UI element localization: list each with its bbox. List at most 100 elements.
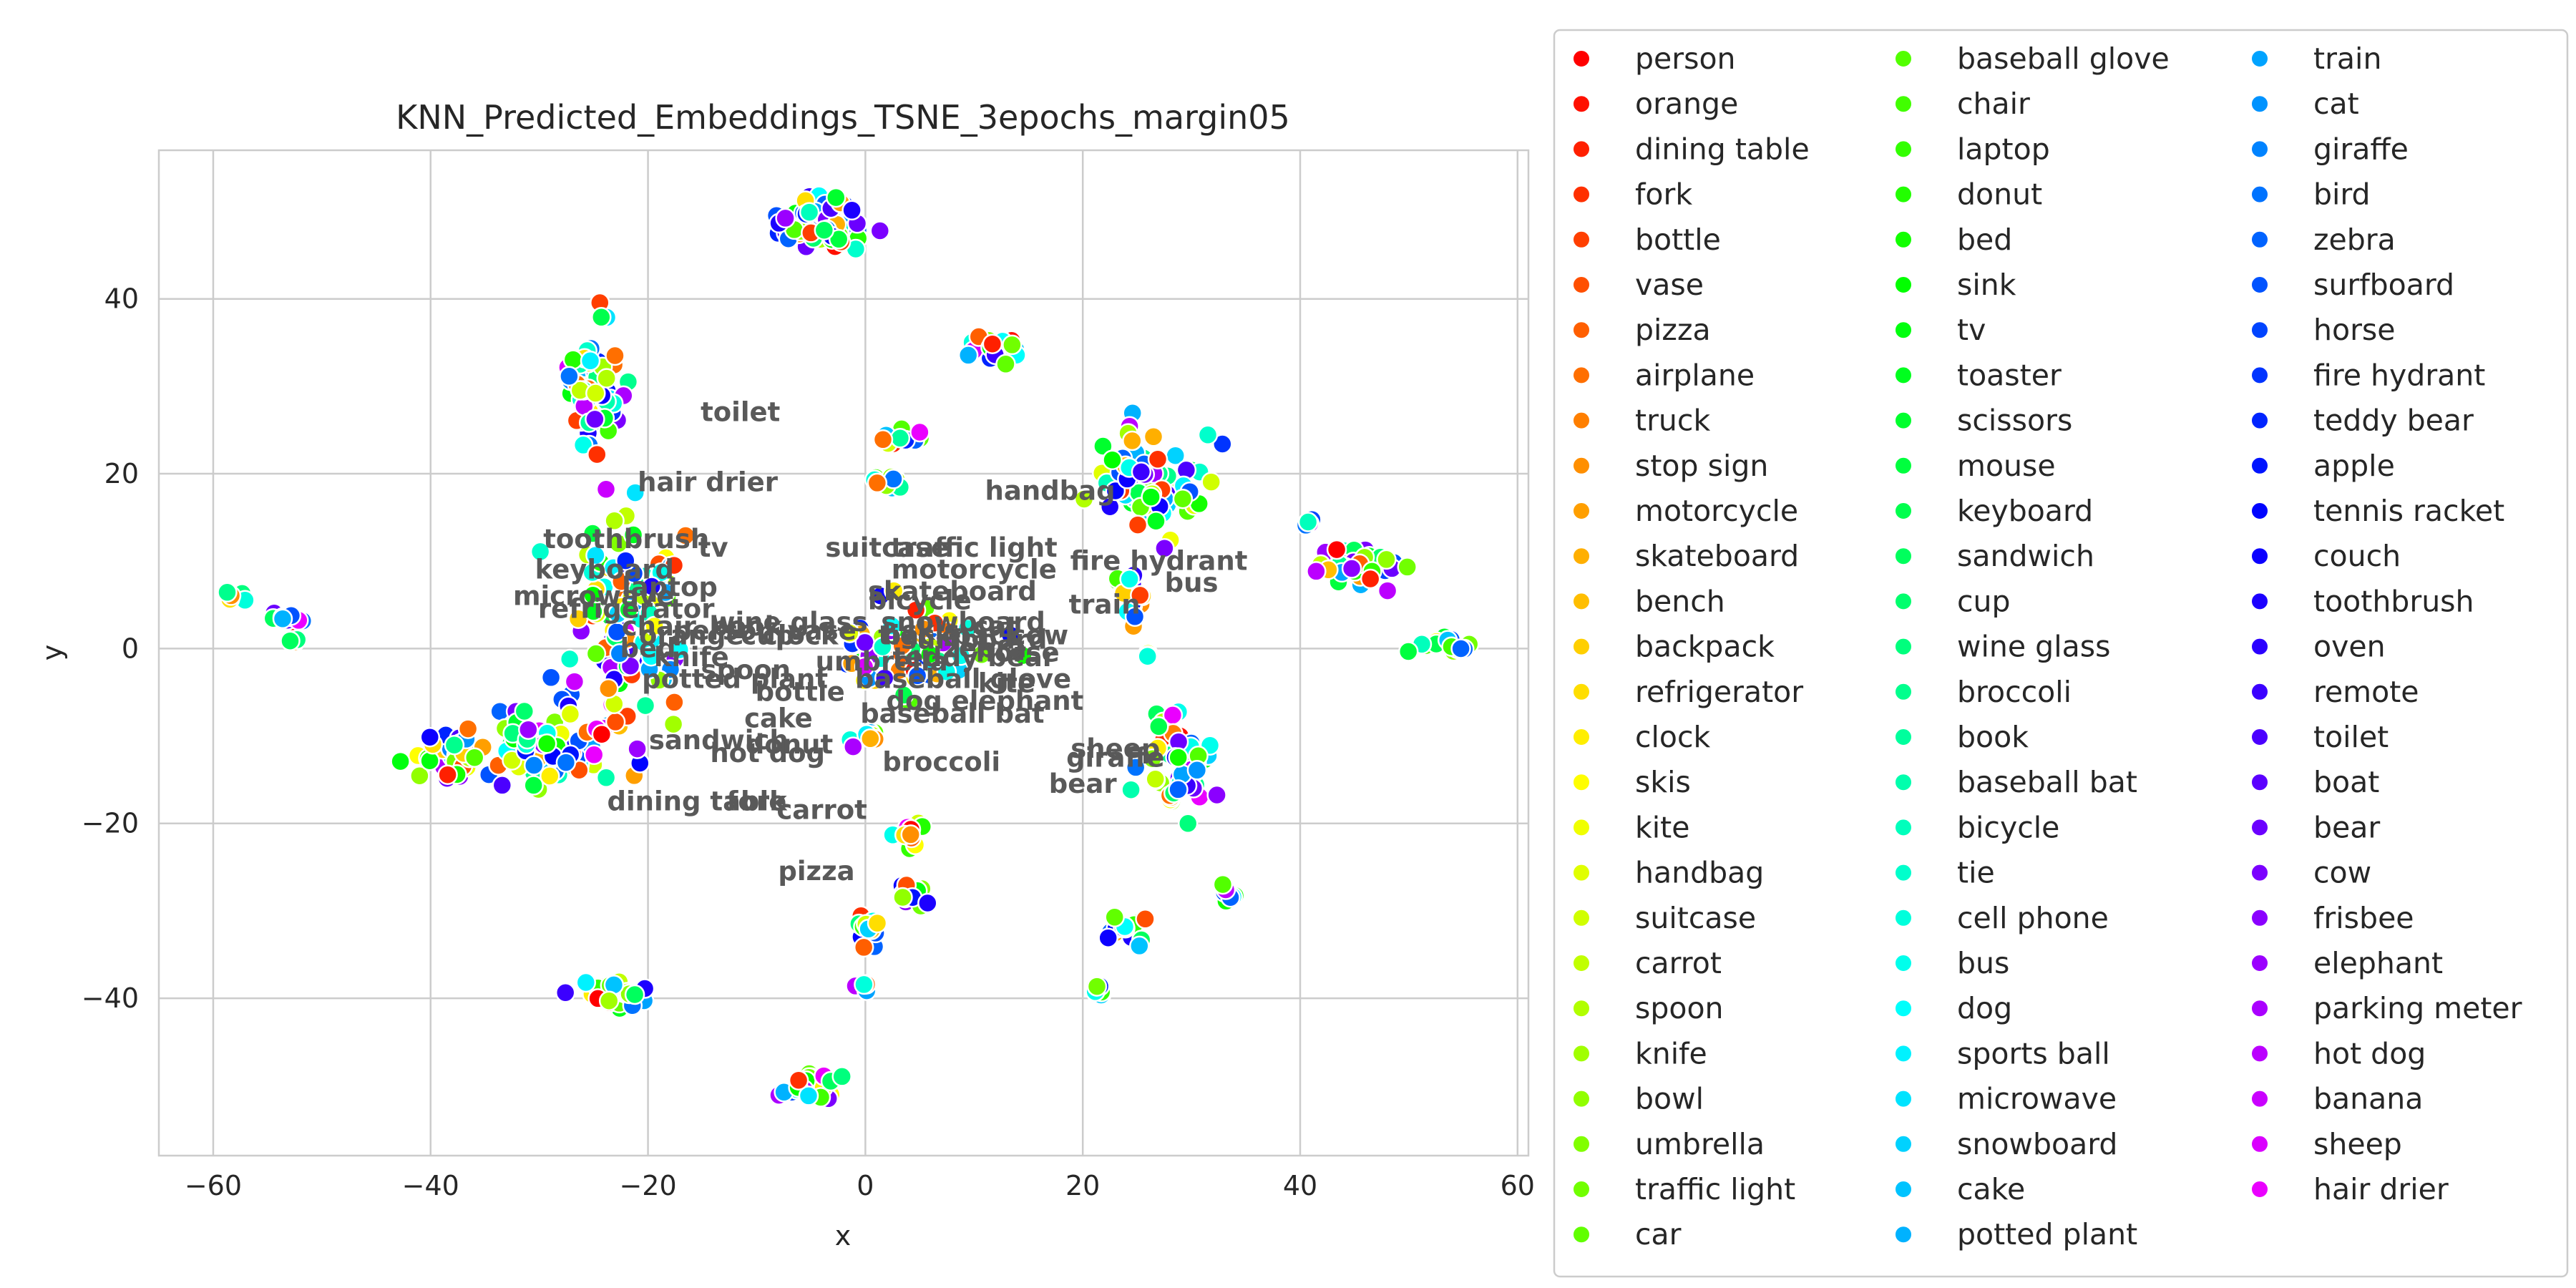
scatter-point (1121, 779, 1141, 800)
scatter-point (598, 678, 619, 699)
legend-label: bottle (1635, 223, 1721, 257)
legend-marker (1894, 863, 1913, 882)
annotation-label: skis (902, 615, 960, 646)
scatter-point (1154, 537, 1175, 559)
scatter-points (217, 185, 1480, 1109)
legend-label: stop sign (1635, 449, 1768, 483)
legend-label: bus (1957, 946, 2009, 980)
scatter-point (390, 751, 411, 772)
scatter-point (675, 525, 696, 546)
scatter-point (1146, 510, 1166, 532)
legend-entry: fire hydrant (2250, 358, 2485, 392)
scatter-point (625, 482, 645, 503)
scatter-point (867, 912, 888, 934)
legend-marker (2250, 502, 2269, 520)
legend-label: toaster (1957, 358, 2062, 392)
legend-marker (1894, 94, 1913, 114)
annotation-label: hot dog (710, 738, 825, 769)
legend-entry: hair drier (2250, 1172, 2449, 1206)
legend-entry: baseball glove (1894, 42, 2170, 76)
legend-entry: frisbee (2250, 901, 2414, 935)
annotation-label: refrigerator (538, 594, 715, 625)
scatter-point (1168, 747, 1189, 768)
annotation-label: teddy bear (893, 642, 1056, 673)
legend-label: remote (2313, 675, 2419, 709)
legend-label: fire hydrant (2313, 358, 2485, 392)
scatter-point (1206, 784, 1227, 806)
annotation-label: kite (978, 668, 1035, 699)
y-tick-label: 40 (104, 283, 139, 315)
scatter-point (1360, 568, 1381, 590)
legend-marker (1894, 592, 1913, 611)
legend-label: knife (1635, 1036, 1707, 1070)
legend-entry: airplane (1572, 358, 1755, 392)
legend-marker (1894, 230, 1913, 249)
legend-entry: clock (1572, 720, 1711, 754)
scatter-point (419, 750, 440, 771)
scatter-point (957, 345, 979, 366)
annotation-label: fire hydrant (1070, 545, 1248, 576)
scatter-point (605, 345, 625, 366)
legend-entry: scissors (1894, 404, 2072, 438)
legend-entry: keyboard (1894, 494, 2093, 528)
scatter-point (1172, 488, 1194, 509)
legend-entry: bus (1894, 946, 2009, 980)
legend-entry: kite (1572, 810, 1689, 844)
legend-label: baseball glove (1957, 42, 2170, 76)
legend-label: dog (1957, 991, 2012, 1025)
legend-marker (1572, 411, 1591, 430)
legend-label: sports ball (1957, 1036, 2110, 1070)
legend-marker (1572, 547, 1591, 566)
legend-label: carrot (1635, 946, 1722, 980)
legend-label: bird (2313, 177, 2371, 212)
annotation-label: toilet (701, 397, 780, 428)
legend-label: cow (2313, 856, 2371, 890)
scatter-point (882, 615, 902, 636)
scatter-point (1397, 641, 1419, 662)
scatter-point (1197, 424, 1219, 446)
scatter-point (640, 645, 662, 667)
legend-entry: chair (1894, 87, 2030, 121)
x-tick-label: −60 (185, 1170, 242, 1201)
scatter-point (1450, 638, 1471, 659)
annotation-label: hair drier (638, 467, 779, 498)
scatter-point (1131, 462, 1152, 482)
scatter-point (575, 972, 597, 993)
legend-marker (2250, 185, 2269, 204)
legend-marker (1894, 185, 1913, 204)
legend-label: toothbrush (2313, 584, 2474, 618)
legend-marker (1894, 954, 1913, 972)
category-annotations: toilet hair drier handbag toothbrushtvkeybo… (513, 397, 1247, 887)
grid-lines (159, 150, 1528, 1156)
legend-entry: horse (2250, 313, 2396, 347)
scatter-point (585, 409, 605, 430)
scatter-point (523, 775, 544, 796)
annotation-label: cat (972, 611, 1019, 642)
legend-marker (1894, 999, 1913, 1018)
legend-label: scissors (1957, 404, 2072, 438)
legend-label: truck (1635, 404, 1710, 438)
legend-entry: dining table (1572, 132, 1810, 166)
legend-marker (2250, 140, 2269, 159)
legend-label: broccoli (1957, 675, 2072, 709)
scatter-point (641, 576, 663, 597)
legend-marker (1572, 1225, 1591, 1244)
scatter-point (609, 643, 630, 664)
legend-marker (2250, 230, 2269, 249)
scatter-point (1143, 426, 1164, 447)
legend-marker (1572, 1089, 1591, 1108)
legend-marker (2250, 1044, 2269, 1063)
scatter-point (555, 752, 577, 773)
scatter-point (913, 618, 934, 640)
annotation-label: person (673, 615, 776, 646)
scatter-point (905, 600, 927, 620)
y-tick-label: 0 (122, 633, 139, 664)
legend-label: cake (1957, 1172, 2025, 1206)
legend-marker (2250, 908, 2269, 927)
scatter-point (272, 608, 293, 630)
legend-entry: zebra (2250, 223, 2396, 257)
scatter-point (464, 747, 485, 768)
legend-marker (1572, 908, 1591, 927)
legend-entry: car (1572, 1217, 1682, 1252)
legend-marker (2250, 682, 2269, 701)
